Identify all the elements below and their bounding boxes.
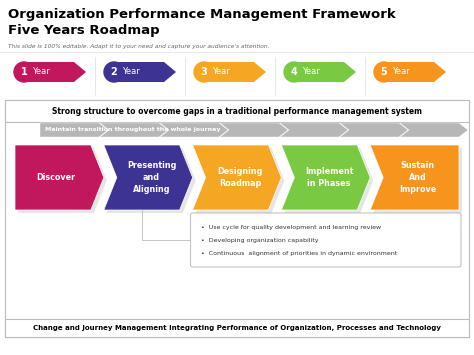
Polygon shape — [340, 123, 408, 137]
Polygon shape — [164, 62, 176, 82]
Text: Year: Year — [392, 67, 410, 76]
Polygon shape — [400, 123, 468, 137]
Polygon shape — [220, 123, 288, 137]
Text: Strong structure to overcome gaps in a traditional performance management system: Strong structure to overcome gaps in a t… — [52, 106, 422, 115]
Text: Year: Year — [122, 67, 140, 76]
Polygon shape — [192, 145, 282, 210]
Text: Five Years Roadmap: Five Years Roadmap — [8, 24, 160, 37]
Polygon shape — [107, 148, 196, 213]
Text: Year: Year — [302, 67, 320, 76]
Circle shape — [374, 62, 394, 82]
Text: 2: 2 — [110, 67, 118, 77]
Polygon shape — [370, 145, 459, 210]
Polygon shape — [100, 123, 168, 137]
Bar — [114, 62, 164, 82]
Text: Sustain
And
Improve: Sustain And Improve — [399, 161, 437, 194]
Text: Organization Performance Management Framework: Organization Performance Management Fram… — [8, 8, 396, 21]
Circle shape — [14, 62, 34, 82]
Text: Maintain transition throughout the whole journey: Maintain transition throughout the whole… — [45, 127, 220, 132]
FancyBboxPatch shape — [5, 319, 469, 337]
Text: This slide is 100% editable. Adapt it to your need and capture your audience's a: This slide is 100% editable. Adapt it to… — [8, 44, 270, 49]
Polygon shape — [280, 123, 348, 137]
Bar — [24, 62, 74, 82]
Text: Year: Year — [32, 67, 50, 76]
Polygon shape — [196, 148, 284, 213]
Circle shape — [194, 62, 214, 82]
Text: Designing
Roadmap: Designing Roadmap — [218, 167, 263, 188]
Text: 5: 5 — [381, 67, 387, 77]
Polygon shape — [344, 62, 356, 82]
Text: Discover: Discover — [36, 173, 76, 182]
Polygon shape — [434, 62, 446, 82]
Circle shape — [284, 62, 304, 82]
FancyBboxPatch shape — [5, 100, 469, 122]
Bar — [294, 62, 344, 82]
Bar — [384, 62, 434, 82]
Polygon shape — [104, 145, 192, 210]
Polygon shape — [373, 148, 462, 213]
Text: Presenting
and
Aligning: Presenting and Aligning — [127, 161, 176, 194]
Text: Implement
in Phases: Implement in Phases — [305, 167, 353, 188]
FancyBboxPatch shape — [5, 100, 469, 337]
Text: 3: 3 — [201, 67, 207, 77]
Polygon shape — [40, 123, 108, 137]
Polygon shape — [18, 148, 107, 213]
Polygon shape — [15, 145, 104, 210]
Polygon shape — [282, 145, 370, 210]
Text: •  Developing organization capability: • Developing organization capability — [201, 238, 318, 243]
Text: 1: 1 — [21, 67, 27, 77]
Circle shape — [104, 62, 124, 82]
Bar — [204, 62, 254, 82]
Polygon shape — [74, 62, 86, 82]
Polygon shape — [160, 123, 228, 137]
Text: Year: Year — [212, 67, 230, 76]
Text: •  Continuous  alignment of priorities in dynamic environment: • Continuous alignment of priorities in … — [201, 251, 397, 256]
Polygon shape — [254, 62, 266, 82]
Polygon shape — [284, 148, 373, 213]
FancyBboxPatch shape — [191, 213, 461, 267]
Text: Change and Journey Management Integrating Performance of Organization, Processes: Change and Journey Management Integratin… — [33, 325, 441, 331]
Text: 4: 4 — [291, 67, 297, 77]
Text: •  Use cycle for quality development and learning review: • Use cycle for quality development and … — [201, 225, 381, 230]
